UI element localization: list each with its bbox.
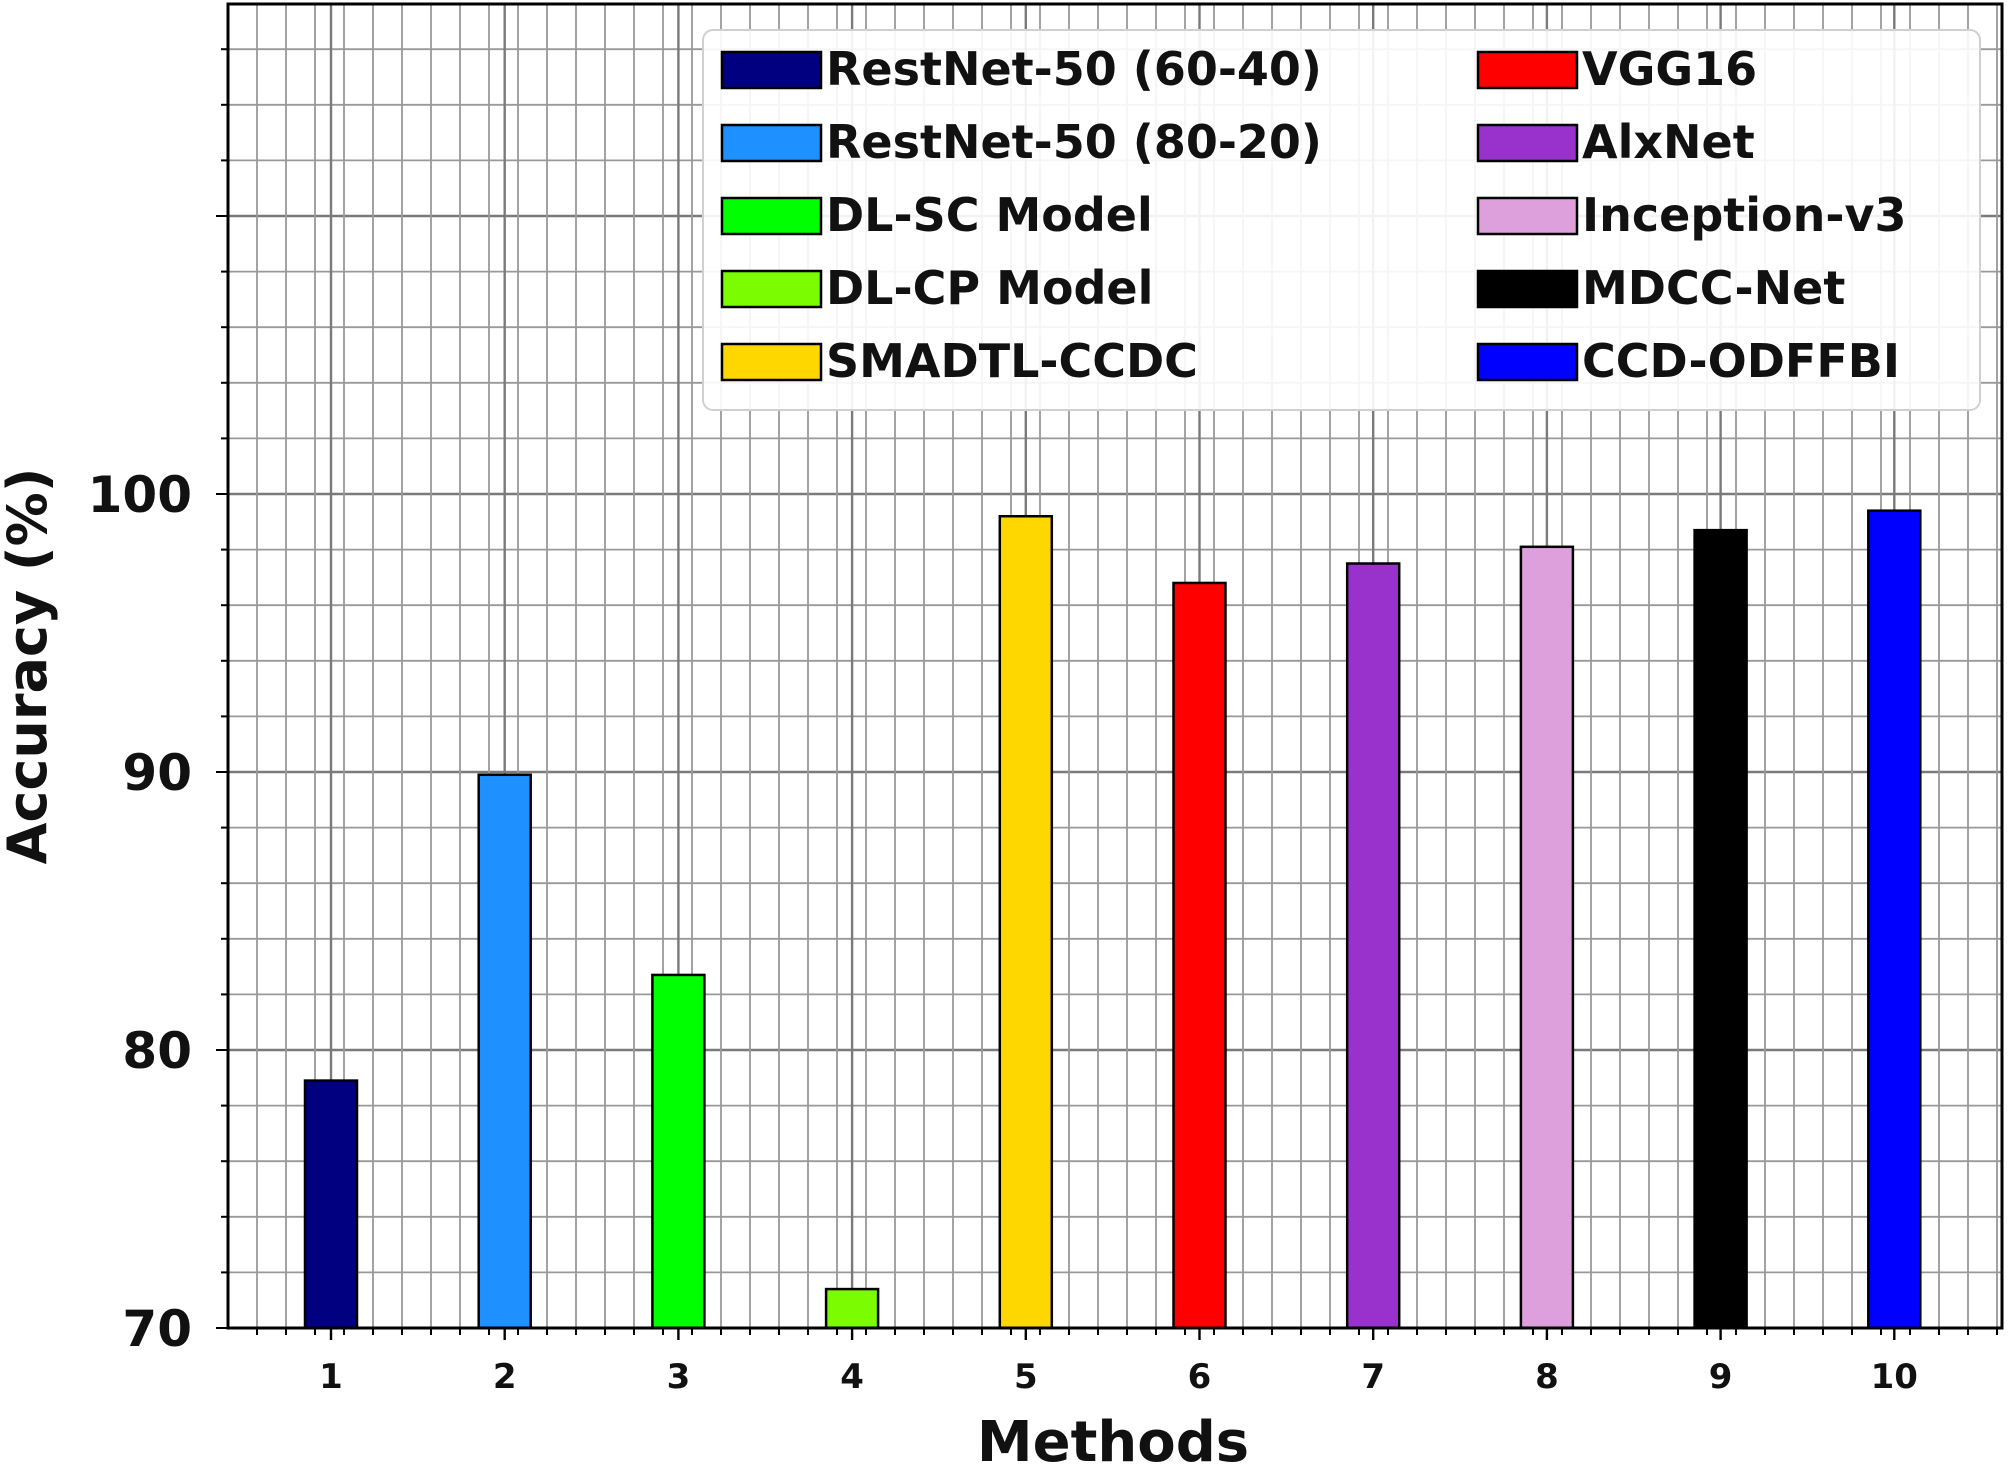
legend-label: CCD-ODFFBI	[1582, 334, 1900, 388]
legend-label: DL-SC Model	[826, 188, 1153, 242]
legend-label: AlxNet	[1582, 115, 1755, 169]
bar	[477, 773, 532, 1330]
x-tick-label: 8	[1535, 1357, 1559, 1397]
y-tick-label: 90	[122, 744, 192, 802]
x-tick-label: 10	[1871, 1357, 1918, 1397]
legend-swatch	[1476, 123, 1579, 163]
bar	[303, 1079, 359, 1330]
bar	[1172, 581, 1227, 1330]
x-tick-label: 9	[1709, 1357, 1733, 1397]
legend-label: SMADTL-CCDC	[826, 334, 1198, 388]
legend-swatch	[1476, 269, 1579, 309]
y-tick-label: 70	[122, 1300, 192, 1358]
legend-swatch	[1476, 196, 1579, 236]
bar	[998, 514, 1054, 1330]
plot-frame	[226, 2, 2004, 1330]
bar	[1519, 545, 1575, 1330]
x-tick-label: 5	[1014, 1357, 1038, 1397]
x-tick-label: 6	[1188, 1357, 1212, 1397]
y-tick-label: 80	[122, 1022, 192, 1080]
bar	[824, 1287, 880, 1330]
bar	[1345, 562, 1401, 1330]
legend-swatch	[720, 269, 823, 309]
legend-swatch	[1476, 342, 1579, 382]
legend: RestNet-50 (60-40) RestNet-50 (80-20) DL-S…	[702, 29, 1981, 411]
legend-label: VGG16	[1582, 42, 1757, 96]
legend-swatch	[720, 196, 823, 236]
bar	[1867, 509, 1922, 1330]
legend-swatch	[720, 342, 823, 382]
x-tick-label: 7	[1361, 1357, 1385, 1397]
bar	[1693, 528, 1748, 1330]
x-axis-label: Methods	[977, 1410, 1249, 1465]
axis-ticks: 1 2 3 4 5 6 7 8 9 10 70 80 90 100	[88, 48, 1998, 1397]
legend-label: DL-CP Model	[826, 261, 1153, 315]
legend-swatch	[720, 123, 823, 163]
y-axis-label: Accuracy (%)	[0, 468, 59, 865]
x-tick-label: 1	[319, 1357, 343, 1397]
y-tick-label: 100	[88, 466, 192, 524]
legend-box	[702, 29, 1981, 411]
legend-label: Inception-v3	[1582, 188, 1906, 242]
legend-label: RestNet-50 (80-20)	[826, 115, 1322, 169]
x-tick-label: 2	[493, 1357, 517, 1397]
legend-swatch	[1476, 50, 1579, 90]
x-tick-label: 4	[840, 1357, 864, 1397]
legend-label: MDCC-Net	[1582, 261, 1845, 315]
x-tick-label: 3	[667, 1357, 691, 1397]
bar	[651, 973, 706, 1330]
legend-label: RestNet-50 (60-40)	[826, 42, 1322, 96]
legend-swatch	[720, 50, 823, 90]
